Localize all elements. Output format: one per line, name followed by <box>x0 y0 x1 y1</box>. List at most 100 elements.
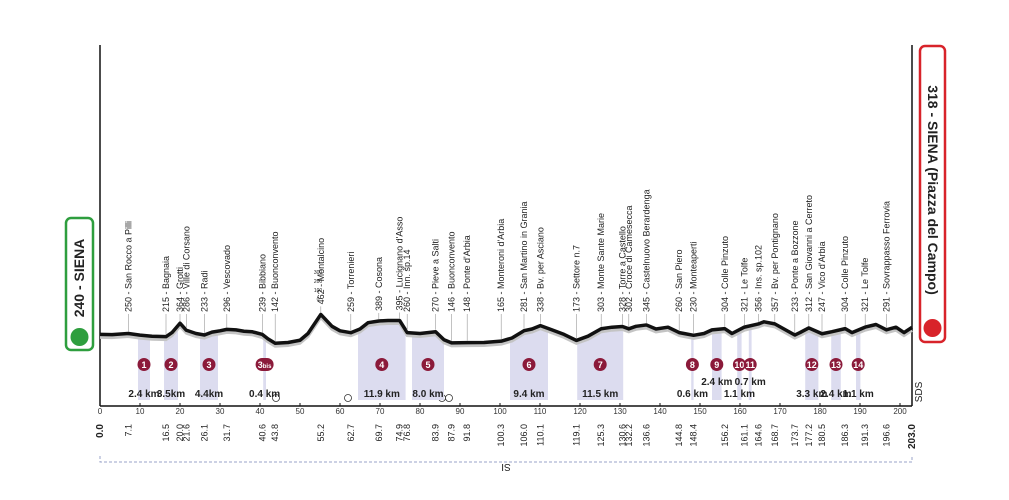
waypoint-km: 87.9 <box>447 424 457 442</box>
finish-label: 318 - SIENA (Piazza del Campo) <box>925 85 941 295</box>
waypoint-label: 260 - San Piero <box>674 249 684 312</box>
waypoint-label: 270 - Pieve a Salti <box>431 239 441 312</box>
distance-tick-label: 170 <box>773 407 787 416</box>
sector-band <box>805 314 819 400</box>
sector-badge: 3 <box>202 358 216 371</box>
sector-number: 13 <box>831 360 841 370</box>
sector-badge: 14 <box>851 358 865 371</box>
sector-badge: 9 <box>710 358 724 371</box>
distance-tick-label: 70 <box>376 407 385 416</box>
sector-length: 1.1 km <box>843 389 874 400</box>
waypoint-label: 312 - San Giovanni a Cerreto <box>804 195 814 312</box>
sector-badge-bg <box>685 358 699 371</box>
start-sign <box>64 216 95 352</box>
waypoint-label: 260 - Inn. sp.14 <box>402 249 412 312</box>
waypoint-km: 26.1 <box>199 424 209 442</box>
waypoint-label: 233 - Radi <box>199 270 209 312</box>
waypoint-km: 16.5 <box>161 424 171 442</box>
sector-badge-bg <box>375 358 389 371</box>
waypoint-label: 321 - Le Tolfe <box>860 258 870 312</box>
waypoint-label: 338 - Bv. per Asciano <box>535 227 545 312</box>
waypoint-label: 303 - Monte Sante Marie <box>596 213 606 312</box>
sector-badge: 7 <box>593 358 607 371</box>
icon <box>344 394 352 402</box>
elevation-scale-label: 300 <box>314 270 323 276</box>
waypoint-label: 462 - Montalcino <box>316 238 326 305</box>
start-label: 240 - SIENA <box>71 239 87 318</box>
waypoint-km: 132.2 <box>624 424 634 447</box>
sector-number-text: 5 <box>425 360 430 370</box>
sector-number-text: 6 <box>526 360 531 370</box>
waypoint-km: 196.6 <box>881 424 891 447</box>
sector-number-text: 10 <box>734 360 744 370</box>
sector-badge: 1 <box>137 358 151 371</box>
waypoint-km: 130.6 <box>617 424 627 447</box>
sector-length: 0.4 km <box>249 389 280 400</box>
sector-number: 8 <box>690 360 695 370</box>
waypoint-label: 364 - Grotti <box>175 267 185 312</box>
distance-tick-label: 0 <box>98 407 103 416</box>
sector-band <box>712 314 722 400</box>
sector-length: 0.6 km <box>677 389 708 400</box>
race-code: SDS <box>914 381 925 402</box>
sector-badge-bg <box>829 358 843 371</box>
sector-badge: 2 <box>164 358 178 371</box>
start-icon <box>70 328 89 346</box>
sector-number-text: 2 <box>168 360 173 370</box>
waypoint-label: 328 - Torre a Castello <box>617 226 627 312</box>
elevation-scale-label: 100 <box>314 288 323 294</box>
sector-number-text: 13 <box>831 360 841 370</box>
sector-suffix: bis <box>263 364 272 370</box>
region-bracket <box>99 456 913 463</box>
sector-band <box>856 314 861 400</box>
sector-length: 2.4 km <box>701 377 732 388</box>
profile-shadow <box>99 315 913 348</box>
distance-tick-label: 90 <box>456 407 465 416</box>
waypoint-label: 215 - Bagnaia <box>161 256 171 312</box>
distance-tick-label: 190 <box>853 407 867 416</box>
waypoint-label: 304 - Colle Pinzuto <box>720 236 730 312</box>
waypoint-km: 91.8 <box>462 424 472 442</box>
sector-length: 3.5km <box>157 389 185 400</box>
waypoint-km: 177.2 <box>804 424 814 447</box>
sector-number: 4 <box>379 360 384 370</box>
waypoint-label: 148 - Ponte d'Arbia <box>462 235 472 312</box>
sector-number: 14 <box>853 360 863 370</box>
sector-number-text: 3 <box>206 360 211 370</box>
waypoint-km: 100.3 <box>496 424 506 447</box>
sector-length: 2.4 km <box>820 389 851 400</box>
sector-badge-bg <box>164 358 178 371</box>
sector-length: 2.4 km <box>128 389 159 400</box>
sector-number: 7 <box>598 360 603 370</box>
waypoint-label: 259 - Torrenieri <box>346 252 356 312</box>
sector-length: 4.4km <box>195 389 223 400</box>
sector-badge: 8 <box>685 358 699 371</box>
sector-number-text: 1 <box>141 360 146 370</box>
distance-tick-label: 40 <box>256 407 265 416</box>
icon <box>272 394 280 402</box>
waypoint-km: 186.3 <box>840 424 850 447</box>
sector-badge-bg <box>851 358 865 371</box>
waypoint-km: 69.7 <box>374 424 384 442</box>
distance-tick-label: 110 <box>534 407 547 416</box>
distance-tick-label: 80 <box>416 407 425 416</box>
sector-badge: 11 <box>743 358 757 371</box>
sector-badge: 6 <box>522 358 536 371</box>
waypoint-km: 125.3 <box>596 424 606 447</box>
waypoint-km: 74.9 <box>395 424 405 442</box>
waypoint-label: 146 - Buonconvento <box>447 231 457 312</box>
sector-badge: 4 <box>375 358 389 371</box>
sector-number: 1 <box>141 360 146 370</box>
sector-number-text: 8 <box>690 360 695 370</box>
waypoint-label: 250 - San Rocco a Pilli <box>123 221 133 312</box>
sector-band <box>263 314 266 400</box>
sector-badge-bg <box>255 358 274 371</box>
waypoint-km: 62.7 <box>346 424 356 442</box>
sector-band <box>831 314 841 400</box>
sector-badge: 3bis <box>255 358 274 371</box>
waypoint-label: 296 - Vescovado <box>222 245 232 312</box>
waypoint-km: 55.2 <box>316 424 326 442</box>
sector-number-text: 12 <box>807 360 817 370</box>
elevation-scale-label: 200 <box>314 279 323 285</box>
distance-tick-label: 200 <box>893 407 907 416</box>
